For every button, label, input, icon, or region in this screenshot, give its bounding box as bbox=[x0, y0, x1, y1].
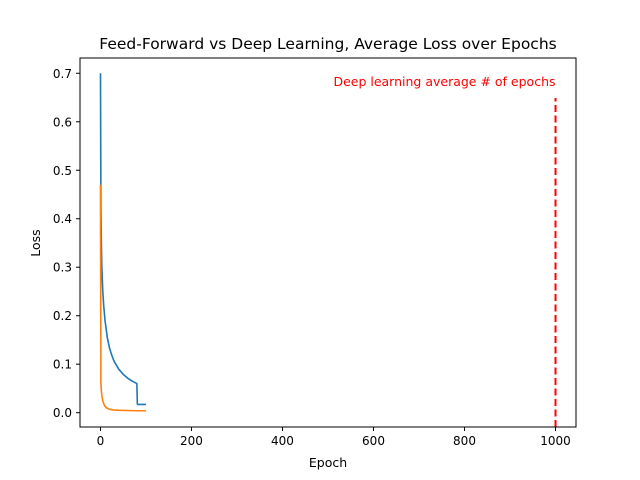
x-axis-label: Epoch bbox=[309, 455, 347, 470]
series-layer bbox=[99, 73, 146, 412]
chart-title: Feed-Forward vs Deep Learning, Average L… bbox=[99, 35, 556, 53]
series-line-1 bbox=[99, 73, 146, 406]
x-axis-ticks: 0 200 400 600 800 1000 bbox=[97, 427, 571, 448]
y-axis-ticks: 0.0 0.1 0.2 0.3 0.4 0.5 0.6 0.7 bbox=[53, 67, 80, 420]
vline-annotation: Deep learning average # of epochs bbox=[333, 74, 555, 89]
y-tick-label: 0.4 bbox=[53, 212, 72, 226]
y-tick-label: 0.5 bbox=[53, 164, 72, 178]
y-axis-label: Loss bbox=[28, 229, 43, 256]
series-line-2 bbox=[99, 184, 146, 412]
x-tick-label: 400 bbox=[271, 434, 294, 448]
plot-area: Deep learning average # of epochs bbox=[79, 57, 577, 428]
x-tick-label: 800 bbox=[453, 434, 476, 448]
x-tick-label: 0 bbox=[97, 434, 105, 448]
y-tick-label: 0.2 bbox=[53, 309, 72, 323]
y-tick-label: 0.7 bbox=[53, 67, 72, 81]
y-tick-label: 0.1 bbox=[53, 358, 72, 372]
annotation-layer: Deep learning average # of epochs bbox=[333, 74, 557, 427]
y-tick-label: 0.3 bbox=[53, 261, 72, 275]
x-tick-label: 200 bbox=[180, 434, 203, 448]
y-tick-label: 0.0 bbox=[53, 406, 72, 420]
y-tick-label: 0.6 bbox=[53, 115, 72, 129]
x-tick-label: 1000 bbox=[540, 434, 571, 448]
x-tick-label: 600 bbox=[362, 434, 385, 448]
axes-frame bbox=[79, 57, 577, 428]
